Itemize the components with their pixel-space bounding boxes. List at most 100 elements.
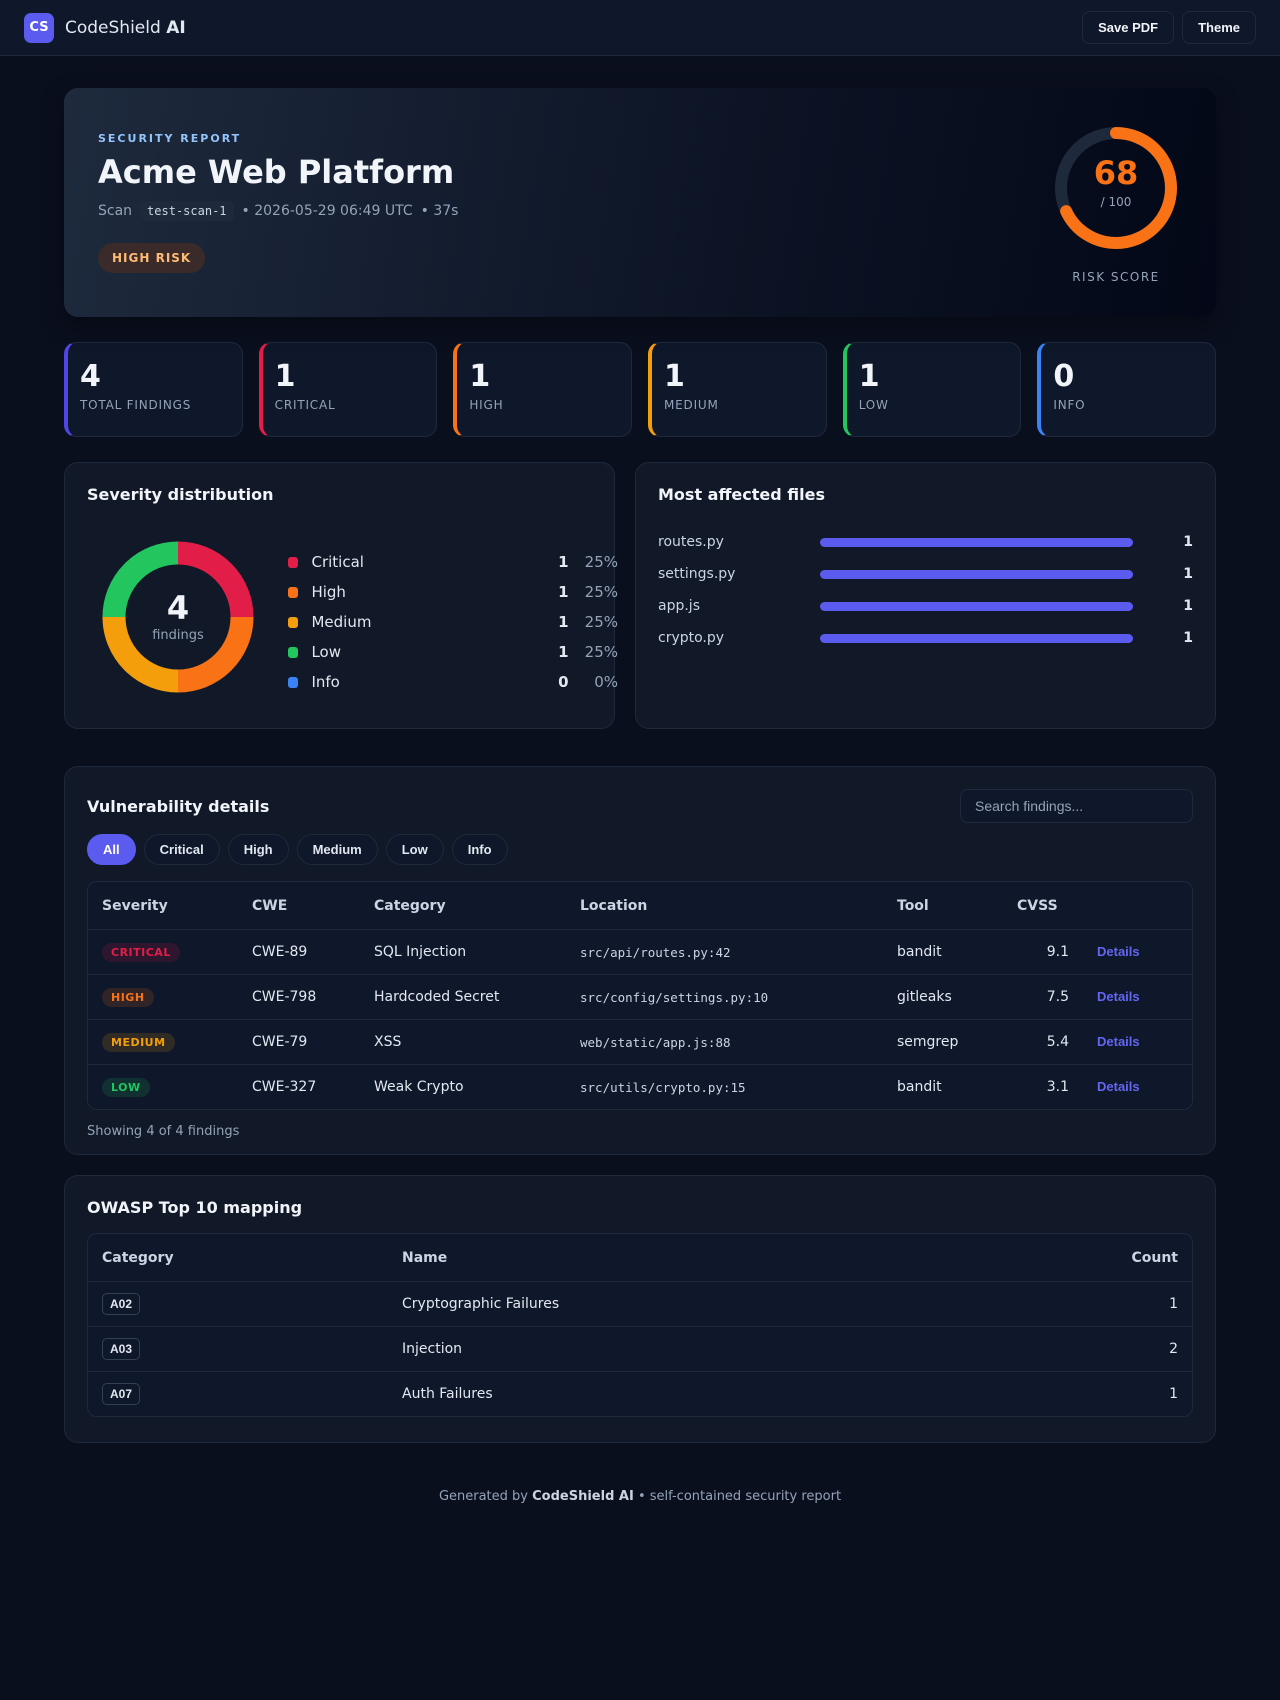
score-max: / 100: [1101, 195, 1132, 209]
footer-prefix: Generated by: [438, 1489, 528, 1504]
filter-chip[interactable]: Critical: [143, 834, 220, 865]
score-value: 68: [1094, 154, 1139, 192]
table-row: A03 Injection 2: [88, 1326, 1192, 1371]
severity-legend: Critical 1 25% High 1 25% Medium 1 25% Low 1 25% Inf…: [288, 547, 618, 697]
tool: bandit: [883, 929, 1003, 974]
legend-swatch: [288, 556, 299, 568]
table-row: HIGH CWE-798 Hardcoded Secret src/config/se…: [88, 974, 1192, 1019]
panel-title: Vulnerability details: [87, 797, 270, 816]
file-row: settings.py 1: [658, 558, 1193, 590]
file-bar: [820, 633, 1133, 643]
category: SQL Injection: [360, 929, 566, 974]
gauge-fill: [1055, 127, 1177, 249]
owasp-name: Cryptographic Failures: [388, 1281, 962, 1326]
donut-center: 4 findings: [102, 541, 254, 693]
panel-title: Most affected files: [658, 485, 825, 504]
stat-value: 1: [858, 359, 880, 394]
legend-swatch: [288, 616, 299, 628]
column-header: Tool: [883, 882, 1003, 929]
tool: semgrep: [883, 1019, 1003, 1064]
stat-label: CRITICAL: [274, 398, 336, 412]
nav-button[interactable]: Theme: [1182, 11, 1256, 44]
severity-panel: Severity distribution 4 findings Critical 1 2…: [64, 462, 618, 729]
footer: Generated by CodeShield AI • self-contai…: [64, 1489, 1216, 1504]
column-header: Severity: [88, 882, 238, 929]
owasp-name: Auth Failures: [388, 1371, 962, 1416]
donut-segment: [102, 616, 179, 693]
file-list: routes.py 1 settings.py 1 app.js 1 crypto.py 1: [658, 526, 1193, 654]
file-track: [820, 601, 1133, 611]
table-row: CRITICAL CWE-89 SQL Injection src/api/route…: [88, 929, 1192, 974]
donut-chart: [102, 541, 254, 693]
logo: CS: [24, 12, 54, 43]
filter-chip[interactable]: High: [227, 834, 289, 865]
legend-row: Critical 1 25%: [288, 547, 618, 577]
cvss: 3.1: [1003, 1064, 1083, 1109]
donut-total: 4: [166, 588, 190, 627]
filter-chip[interactable]: Low: [385, 834, 444, 865]
footer-brand: CodeShield AI: [532, 1489, 634, 1504]
nav-button[interactable]: Save PDF: [1082, 11, 1175, 44]
details-link[interactable]: Details: [1097, 989, 1140, 1004]
file-bar: [820, 601, 1133, 611]
search-input[interactable]: Search findings...: [960, 789, 1193, 823]
legend-name: Info: [311, 673, 340, 691]
details-link[interactable]: Details: [1097, 1079, 1140, 1094]
stat-card: 1 LOW: [842, 342, 1022, 437]
cvss: 7.5: [1003, 974, 1083, 1019]
stat-label: LOW: [858, 398, 889, 412]
owasp-table: Category Name Count A02 Cryptographic Failur…: [87, 1233, 1193, 1417]
legend-swatch: [288, 646, 299, 658]
cell: A07: [88, 1371, 388, 1416]
cwe: CWE-798: [238, 974, 360, 1019]
filter-chips: All Critical High Medium Low Info: [87, 834, 1193, 865]
stat-card: 1 MEDIUM: [648, 342, 827, 437]
owasp-code: A07: [102, 1383, 141, 1405]
file-count: 1: [1183, 566, 1193, 582]
filter-chip[interactable]: Medium: [296, 834, 378, 865]
details-link[interactable]: Details: [1097, 944, 1140, 959]
risk-gauge: 68 / 100 RISK SCORE: [1054, 126, 1178, 284]
stat-card: 0 INFO: [1037, 342, 1217, 437]
file-count: 1: [1183, 630, 1193, 646]
cell: Details: [1083, 929, 1192, 974]
table-row: LOW CWE-327 Weak Crypto src/utils/crypto.py…: [88, 1064, 1192, 1109]
stat-value: 1: [664, 359, 685, 394]
category: Hardcoded Secret: [360, 974, 566, 1019]
column-header: Location: [566, 882, 883, 929]
details-link[interactable]: Details: [1097, 1034, 1140, 1049]
filter-chip[interactable]: All: [87, 834, 136, 865]
file-bar: [820, 569, 1133, 579]
file-count: 1: [1183, 534, 1193, 550]
vulnerability-panel: Vulnerability details Search findings... A…: [64, 766, 1216, 1155]
brand-suffix: AI: [166, 17, 186, 38]
file-row: routes.py 1: [658, 526, 1193, 558]
severity-badge: LOW: [102, 1078, 150, 1097]
column-header: Category: [88, 1234, 388, 1281]
files-panel: Most affected files routes.py 1 settings.py…: [635, 462, 1216, 729]
legend-count: 1: [558, 553, 569, 571]
file-track: [820, 537, 1133, 547]
gauge-label: RISK SCORE: [1072, 270, 1160, 284]
owasp-count: 1: [961, 1281, 1192, 1326]
donut-segment: [102, 541, 179, 618]
scan-label: Scan: [98, 203, 133, 219]
column-header-empty: [1083, 882, 1192, 929]
legend-name: High: [311, 583, 346, 601]
legend-swatch: [288, 586, 299, 598]
file-name: crypto.py: [658, 630, 725, 646]
file-name: settings.py: [658, 566, 736, 582]
owasp-count: 2: [961, 1326, 1192, 1371]
severity-badge: HIGH: [102, 988, 154, 1007]
footer-suffix: • self-contained security report: [637, 1489, 842, 1504]
donut-segment: [177, 616, 254, 693]
hero-card: SECURITY REPORT Acme Web Platform Scan test…: [64, 88, 1216, 317]
category: XSS: [360, 1019, 566, 1064]
duration: • 37s: [420, 203, 459, 219]
timestamp: • 2026-05-29 06:49 UTC: [241, 203, 413, 219]
column-header: Name: [388, 1234, 962, 1281]
column-header: CVSS: [1003, 882, 1083, 929]
file-row: app.js 1: [658, 590, 1193, 622]
filter-chip[interactable]: Info: [451, 834, 508, 865]
location: src/utils/crypto.py:15: [566, 1064, 883, 1109]
